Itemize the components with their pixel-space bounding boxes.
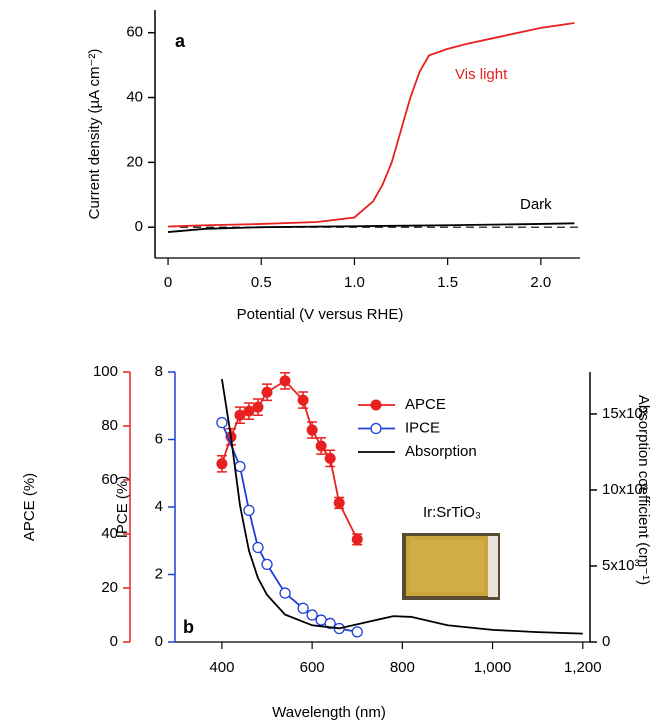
y-tick-label: 0 <box>602 633 610 650</box>
data-point <box>333 497 345 509</box>
y3-axis-label: Absorption coefficient (cm⁻¹) <box>635 395 652 585</box>
data-point <box>234 460 246 473</box>
y-tick-label: 4 <box>155 498 163 515</box>
y-tick-label: 2 <box>155 565 163 582</box>
y2-axis-label: APCE (%) <box>21 473 38 541</box>
y-tick-label: 40 <box>126 88 143 105</box>
data-point <box>351 626 363 638</box>
data-point <box>315 440 327 452</box>
panel-label: a <box>175 31 186 51</box>
data-line <box>167 222 575 233</box>
series-label: Dark <box>520 196 552 213</box>
x-tick-label: 1.0 <box>344 274 365 291</box>
data-point <box>279 375 291 387</box>
x-axis-label: Wavelength (nm) <box>272 704 386 721</box>
data-point <box>324 452 336 464</box>
x-tick-label: 400 <box>209 659 234 676</box>
legend-marker <box>370 399 382 411</box>
data-point <box>234 409 246 421</box>
data-point <box>324 617 336 630</box>
data-line <box>221 422 358 633</box>
y-tick-label: 6 <box>155 430 163 447</box>
data-point <box>216 458 228 470</box>
data-line <box>168 22 575 228</box>
data-point <box>243 504 255 517</box>
legend-marker <box>370 422 382 435</box>
y-tick-label: 10x10³ <box>602 481 648 498</box>
y-tick-label: 60 <box>101 471 118 488</box>
y-tick-label: 15x10³ <box>602 405 648 422</box>
x-tick-label: 0 <box>164 274 172 291</box>
inset-photo <box>402 533 500 600</box>
data-point <box>252 401 264 413</box>
x-tick-label: 600 <box>300 659 325 676</box>
legend-label: Absorption <box>405 443 477 460</box>
y-tick-label: 0 <box>110 633 118 650</box>
y-tick-label: 20 <box>101 579 118 596</box>
data-point <box>297 602 309 614</box>
data-point <box>261 386 273 398</box>
x-tick-label: 2.0 <box>530 274 551 291</box>
legend-label: APCE <box>405 396 446 413</box>
inset-label: Ir:SrTiO₃ <box>423 504 481 521</box>
x-tick-label: 0.5 <box>251 274 272 291</box>
y-tick-label: 40 <box>101 525 118 542</box>
y-tick-label: 8 <box>155 363 163 380</box>
y-axis-label: Current density (µA cm⁻²) <box>86 49 103 220</box>
x-tick-label: 1,000 <box>474 659 512 676</box>
y-tick-label: 0 <box>155 633 163 650</box>
data-point <box>306 424 318 436</box>
y-tick-label: 80 <box>101 417 118 434</box>
data-point <box>243 405 255 417</box>
legend-label: IPCE <box>405 419 440 436</box>
y-axis-label: IPCE (%) <box>114 476 131 539</box>
data-point <box>279 587 291 599</box>
data-point <box>216 416 228 429</box>
x-tick-label: 1.5 <box>437 274 458 291</box>
y-tick-label: 60 <box>126 24 143 41</box>
x-axis-label: Potential (V versus RHE) <box>237 306 404 323</box>
data-point <box>252 541 264 554</box>
data-point <box>306 609 318 621</box>
data-point <box>351 533 363 545</box>
x-tick-label: 1,200 <box>564 659 602 676</box>
y-tick-label: 5x10³ <box>602 557 640 574</box>
y-tick-label: 0 <box>135 218 143 235</box>
panel-label: b <box>183 617 194 637</box>
data-point <box>297 394 309 406</box>
y-tick-label: 20 <box>126 153 143 170</box>
data-line <box>221 378 583 635</box>
x-tick-label: 800 <box>390 659 415 676</box>
data-point <box>261 558 273 571</box>
y-tick-label: 100 <box>93 363 118 380</box>
series-label: Vis light <box>455 66 508 83</box>
